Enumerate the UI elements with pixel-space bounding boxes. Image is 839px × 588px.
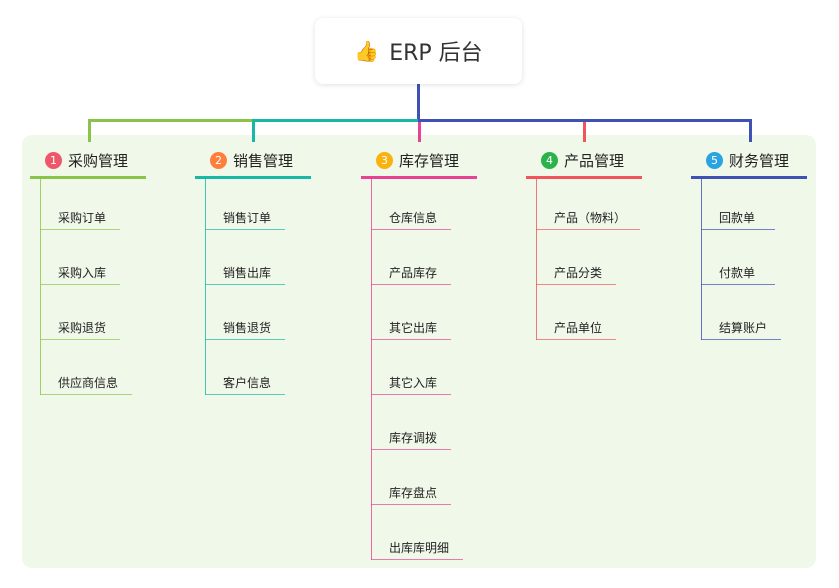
child-underline (371, 284, 451, 285)
branch-connector-vertical (583, 119, 586, 142)
child-item[interactable]: 其它入库 (389, 376, 438, 390)
child-item[interactable]: 采购订单 (58, 211, 107, 225)
number-badge: 5 (706, 152, 723, 169)
root-connector (417, 84, 420, 121)
child-underline (371, 504, 451, 505)
child-item[interactable]: 销售退货 (223, 321, 272, 335)
number-badge: 1 (45, 152, 62, 169)
number-badge: 3 (376, 152, 393, 169)
branch-underline (361, 176, 477, 179)
child-underline (205, 339, 285, 340)
branch-title-2[interactable]: 2 销售管理 (210, 150, 293, 171)
children-spine (701, 178, 702, 340)
children-spine (205, 178, 206, 395)
child-item[interactable]: 库存调拨 (389, 431, 438, 445)
child-underline (40, 339, 120, 340)
branch-underline (691, 176, 807, 179)
branch-title-4[interactable]: 4 产品管理 (541, 150, 624, 171)
thumbs-up-icon: 👍 (354, 39, 380, 63)
branch-label: 财务管理 (729, 152, 790, 170)
child-underline (536, 229, 640, 230)
branch-connector-horizontal (418, 119, 752, 122)
child-item[interactable]: 产品单位 (554, 321, 603, 335)
child-item[interactable]: 客户信息 (223, 376, 272, 390)
branch-underline (30, 176, 146, 179)
child-underline (371, 559, 463, 560)
child-item[interactable]: 产品库存 (389, 266, 438, 280)
child-underline (701, 339, 781, 340)
branch-title-3[interactable]: 3 库存管理 (376, 150, 459, 171)
child-underline (371, 449, 451, 450)
child-item[interactable]: 出库库明细 (389, 541, 450, 555)
child-item[interactable]: 供应商信息 (58, 376, 119, 390)
child-underline (205, 284, 285, 285)
child-underline (205, 394, 285, 395)
branch-connector-vertical (88, 119, 91, 142)
child-item[interactable]: 产品分类 (554, 266, 603, 280)
child-underline (205, 229, 285, 230)
branch-label: 产品管理 (564, 152, 625, 170)
child-item[interactable]: 销售出库 (223, 266, 272, 280)
child-item[interactable]: 库存盘点 (389, 486, 438, 500)
child-underline (536, 284, 616, 285)
child-item[interactable]: 产品（物料） (554, 211, 627, 225)
branch-label: 销售管理 (233, 152, 294, 170)
child-underline (371, 394, 451, 395)
branch-label: 采购管理 (68, 152, 129, 170)
branch-connector-horizontal (252, 119, 421, 122)
child-underline (536, 339, 616, 340)
number-badge: 4 (541, 152, 558, 169)
child-item[interactable]: 结算账户 (719, 321, 768, 335)
branch-label: 库存管理 (399, 152, 460, 170)
child-item[interactable]: 回款单 (719, 211, 756, 225)
root-node[interactable]: 👍 ERP 后台 (315, 18, 522, 84)
children-spine (536, 178, 537, 340)
branch-title-1[interactable]: 1 采购管理 (45, 150, 128, 171)
child-underline (40, 394, 132, 395)
child-underline (40, 284, 120, 285)
branch-underline (195, 176, 311, 179)
branch-connector-vertical (418, 119, 421, 142)
child-item[interactable]: 付款单 (719, 266, 756, 280)
branch-connector-vertical (749, 119, 752, 142)
diagram-background (22, 135, 816, 568)
child-item[interactable]: 仓库信息 (389, 211, 438, 225)
child-underline (371, 229, 451, 230)
children-spine (40, 178, 41, 395)
child-item[interactable]: 销售订单 (223, 211, 272, 225)
children-spine (371, 178, 372, 560)
branch-underline (526, 176, 642, 179)
child-item[interactable]: 采购退货 (58, 321, 107, 335)
number-badge: 2 (210, 152, 227, 169)
root-title: ERP 后台 (389, 41, 483, 66)
child-underline (701, 229, 775, 230)
child-underline (371, 339, 451, 340)
child-item[interactable]: 采购入库 (58, 266, 107, 280)
child-underline (40, 229, 120, 230)
branch-title-5[interactable]: 5 财务管理 (706, 150, 789, 171)
branch-connector-vertical (252, 119, 255, 142)
child-item[interactable]: 其它出库 (389, 321, 438, 335)
child-underline (701, 284, 775, 285)
